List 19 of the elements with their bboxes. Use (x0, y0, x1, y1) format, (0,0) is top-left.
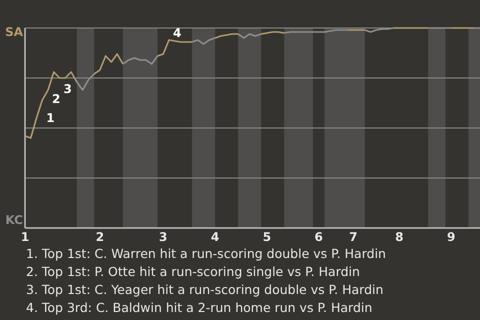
annotation: 1 (46, 111, 55, 126)
x-tick-label: 7 (349, 230, 358, 244)
annotation: 4 (172, 26, 182, 40)
x-tick-label: 5 (262, 230, 272, 244)
annotation: 2 (52, 92, 60, 106)
x-tick-label: 6 (314, 230, 323, 244)
text: KC (5, 213, 24, 228)
text: 1. Top 1st: C. Warren hit a run-scoring double vs P. Hardin (26, 246, 386, 261)
x-tick-label: 8 (395, 230, 404, 244)
x-tick-label: 4 (210, 230, 220, 244)
text: 4. Top 3rd: C. Baldwin hit a 2-run home run vs P. Hardin (26, 300, 372, 315)
x-tick-label: 2 (96, 230, 104, 244)
annotation: 3 (64, 82, 72, 96)
text: 3. Top 1st: C. Yeager hit a run-scoring double vs P. Hardin (26, 282, 384, 297)
x-tick-label: 3 (159, 230, 168, 244)
text: SA (5, 25, 24, 40)
x-tick-label: 1 (20, 230, 30, 244)
x-tick-label: 9 (447, 230, 456, 244)
text: 2. Top 1st: P. Otte hit a run-scoring single vs P. Hardin (26, 264, 360, 279)
